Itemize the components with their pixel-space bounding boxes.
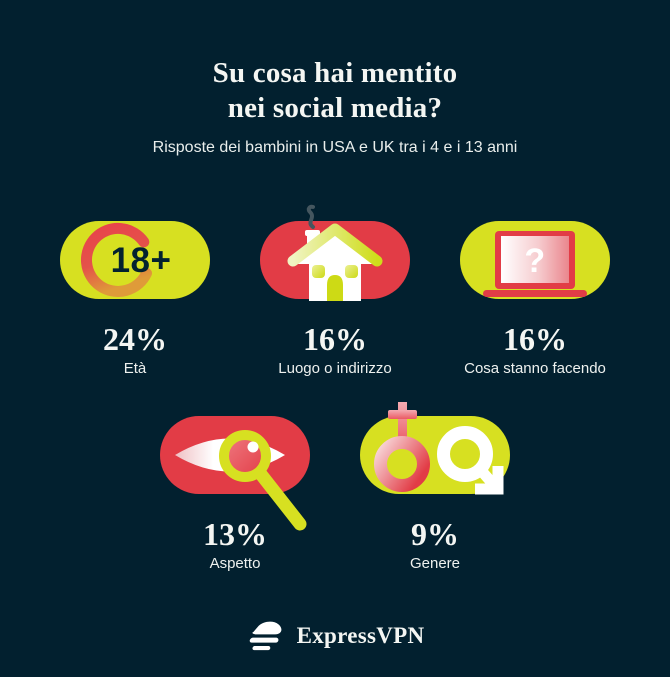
window-right [345,265,358,278]
stat-percent: 16% [303,321,367,357]
stat-aspetto: 13% Aspetto [135,400,335,573]
title-line-1: Su cosa hai mentito [212,57,458,89]
stat-label: Genere [409,555,461,572]
house-icon [260,204,410,301]
brand-wordmark: ExpressVPN [296,623,425,648]
window-left [312,265,325,278]
door [327,275,343,301]
stats-row-1: 18+ 24% Età [0,204,670,378]
eye-highlight [247,441,259,453]
male-symbol [437,426,504,495]
magnifier-handle [253,466,307,531]
stat-percent: 24% [103,321,167,357]
page-title: Su cosa hai mentito nei social media? [0,56,670,126]
stat-label: Età [123,360,147,377]
stat-cosa-fanno: ? 16% Cosa stanno facendo [435,205,635,378]
stat-luogo: 16% Luogo o indirizzo [235,204,435,378]
eye-magnifier-icon [160,416,310,531]
stat-percent: 9% [411,516,459,552]
stat-eta: 18+ 24% Età [35,205,235,378]
title-line-2: nei social media? [227,92,443,124]
female-symbol [374,402,430,492]
stat-label: Luogo o indirizzo [278,360,392,377]
question-mark-text: ? [524,242,545,280]
stats-row-2: 13% Aspetto [0,400,670,573]
header: Su cosa hai mentito nei social media? Ri… [0,0,670,157]
stat-percent: 16% [503,321,567,357]
page-subtitle: Risposte dei bambini in USA e UK tra i 4… [152,139,518,156]
laptop-screen [501,236,569,283]
stat-percent: 13% [203,516,267,552]
magnifier-lens [219,430,271,482]
stat-label: Aspetto [209,555,261,572]
laptop-question-icon: ? [460,221,610,299]
age-18-plus-icon: 18+ [60,221,210,299]
footer-logo: ExpressVPN [0,619,670,653]
stat-genere: 9% Genere [335,400,535,573]
smoke-icon [306,204,315,229]
gender-symbols-icon [360,402,510,495]
stat-label: Cosa stanno facendo [464,360,606,377]
age-badge-text: 18+ [111,241,172,280]
laptop-base [483,290,587,297]
expressvpn-logo-icon [249,621,282,651]
